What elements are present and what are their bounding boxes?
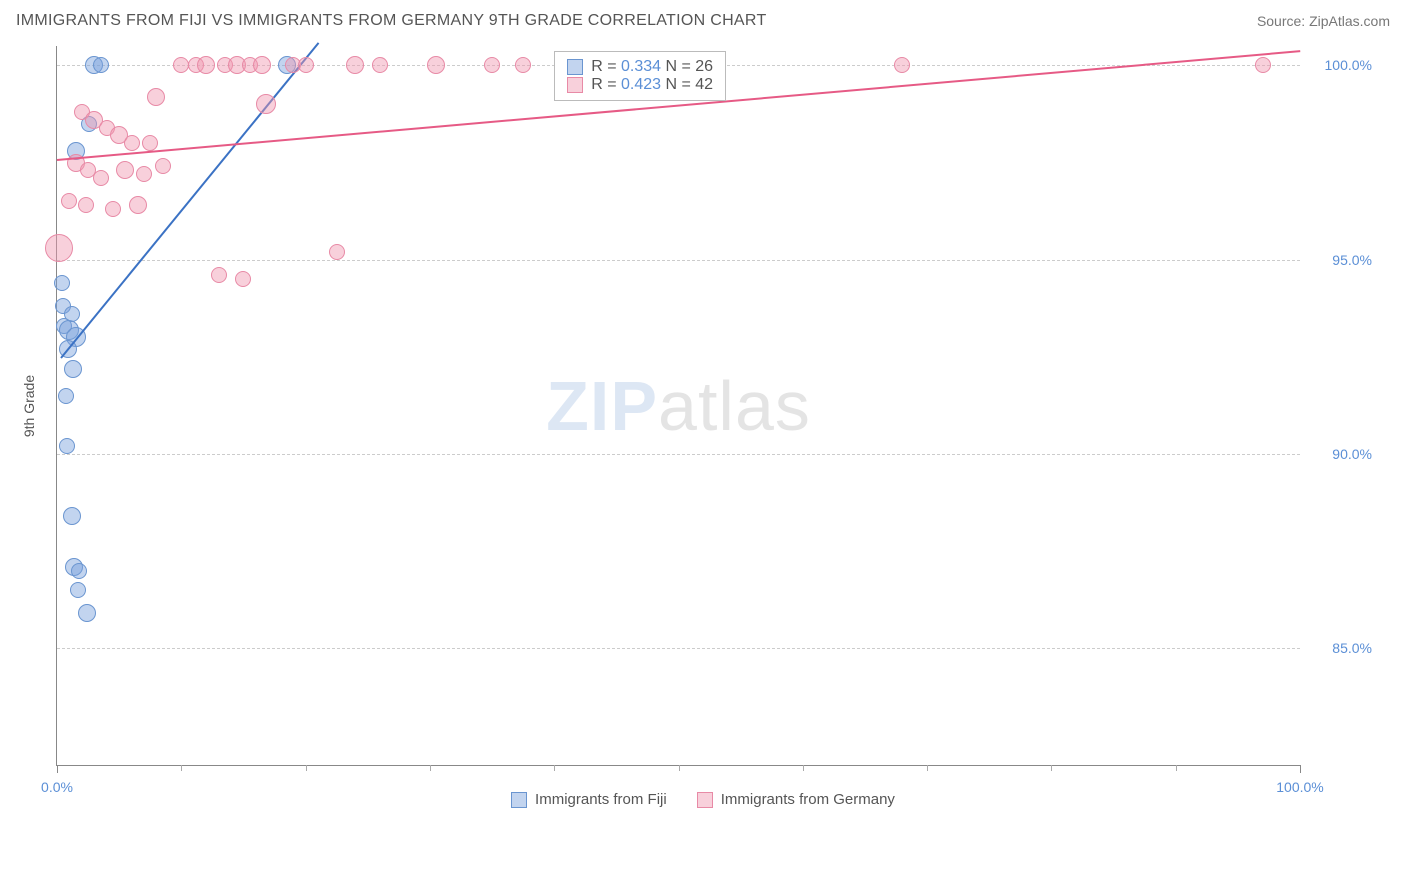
y-axis-label: 9th Grade (21, 374, 37, 436)
scatter-point-fiji (63, 507, 81, 525)
x-tick-minor (927, 765, 928, 771)
scatter-point-germany (124, 135, 140, 151)
scatter-point-fiji (78, 604, 96, 622)
scatter-point-germany (484, 57, 500, 73)
y-tick-label: 90.0% (1332, 446, 1372, 462)
scatter-point-germany (105, 201, 121, 217)
x-tick-minor (1176, 765, 1177, 771)
scatter-point-germany (329, 244, 345, 260)
scatter-point-germany (427, 56, 445, 74)
x-tick-major (57, 765, 58, 773)
legend-bottom: Immigrants from Fiji Immigrants from Germ… (16, 791, 1390, 808)
y-tick-label: 85.0% (1332, 640, 1372, 656)
watermark-zip: ZIP (546, 367, 658, 445)
legend-stats-row: R = 0.423 N = 42 (567, 76, 713, 94)
gridline-h (57, 260, 1300, 261)
scatter-point-germany (211, 267, 227, 283)
gridline-h (57, 648, 1300, 649)
scatter-point-germany (298, 57, 314, 73)
chart-title: IMMIGRANTS FROM FIJI VS IMMIGRANTS FROM … (16, 12, 767, 30)
scatter-point-germany (253, 56, 271, 74)
scatter-point-fiji (64, 360, 82, 378)
gridline-h (57, 454, 1300, 455)
scatter-point-germany (1255, 57, 1271, 73)
scatter-point-germany (129, 196, 147, 214)
scatter-point-germany (515, 57, 531, 73)
scatter-point-germany (142, 135, 158, 151)
legend-bottom-item: Immigrants from Fiji (511, 791, 667, 808)
scatter-point-fiji (71, 563, 87, 579)
chart-container: 9th Grade ZIPatlas 100.0% 95.0% 90.0% 85.0%… (16, 36, 1390, 826)
chart-header: IMMIGRANTS FROM FIJI VS IMMIGRANTS FROM … (0, 0, 1406, 36)
watermark-atlas: atlas (658, 367, 811, 445)
x-tick-major (1300, 765, 1301, 773)
legend-bottom-label: Immigrants from Germany (721, 791, 895, 808)
y-tick-label: 100.0% (1325, 57, 1372, 73)
scatter-point-germany (894, 57, 910, 73)
x-tick-minor (306, 765, 307, 771)
chart-source: Source: ZipAtlas.com (1257, 13, 1390, 29)
legend-stats-text: R = 0.423 N = 42 (591, 76, 713, 94)
x-tick-minor (803, 765, 804, 771)
legend-swatch (567, 59, 583, 75)
y-tick-label: 95.0% (1332, 252, 1372, 268)
scatter-point-germany (256, 94, 276, 114)
scatter-point-fiji (59, 438, 75, 454)
legend-swatch (697, 792, 713, 808)
scatter-point-germany (93, 170, 109, 186)
x-tick-minor (554, 765, 555, 771)
legend-bottom-label: Immigrants from Fiji (535, 791, 667, 808)
watermark: ZIPatlas (546, 366, 811, 446)
legend-bottom-item: Immigrants from Germany (697, 791, 895, 808)
scatter-point-fiji (93, 57, 109, 73)
scatter-point-fiji (54, 275, 70, 291)
scatter-point-fiji (58, 388, 74, 404)
scatter-point-germany (235, 271, 251, 287)
plot-area: 9th Grade ZIPatlas 100.0%95.0%90.0%85.0%… (56, 46, 1300, 766)
legend-swatch (567, 77, 583, 93)
legend-stats-box: R = 0.334 N = 26R = 0.423 N = 42 (554, 51, 726, 101)
x-tick-minor (679, 765, 680, 771)
scatter-point-germany (116, 161, 134, 179)
scatter-point-germany (61, 193, 77, 209)
scatter-point-germany (45, 234, 73, 262)
legend-stats-text: R = 0.334 N = 26 (591, 58, 713, 76)
x-tick-minor (181, 765, 182, 771)
x-tick-minor (1051, 765, 1052, 771)
scatter-point-germany (197, 56, 215, 74)
scatter-point-germany (346, 56, 364, 74)
scatter-point-germany (136, 166, 152, 182)
x-tick-minor (430, 765, 431, 771)
scatter-point-germany (78, 197, 94, 213)
scatter-point-fiji (70, 582, 86, 598)
scatter-point-germany (173, 57, 189, 73)
scatter-point-germany (155, 158, 171, 174)
scatter-point-fiji (64, 306, 80, 322)
legend-stats-row: R = 0.334 N = 26 (567, 58, 713, 76)
legend-swatch (511, 792, 527, 808)
scatter-point-germany (372, 57, 388, 73)
scatter-point-germany (147, 88, 165, 106)
regression-line-fiji (60, 42, 319, 358)
